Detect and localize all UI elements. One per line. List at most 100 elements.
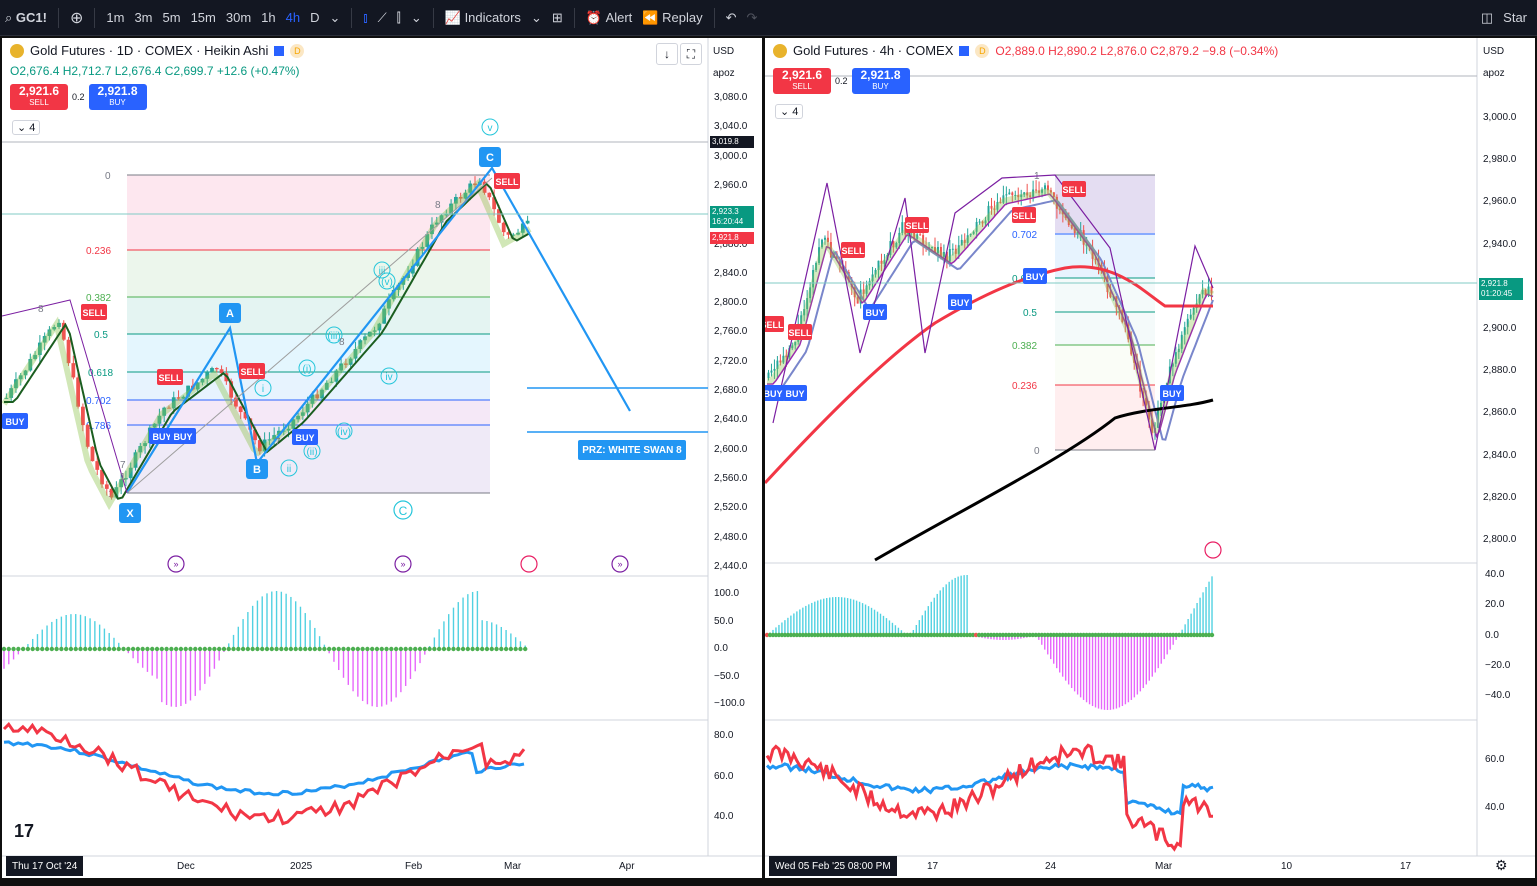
panel-toggle-button[interactable]: ◫ (1476, 0, 1498, 35)
interval-4h[interactable]: 4h (285, 10, 301, 25)
candle-body (138, 446, 143, 453)
zero-dot (20, 646, 26, 652)
currency-label[interactable]: USD (1483, 46, 1505, 57)
candle-body (901, 222, 904, 233)
price-box: 3,019.8 (710, 136, 754, 148)
sell-signal-label: SELL (1012, 211, 1036, 221)
candle-body (525, 220, 530, 224)
osc-tick: −20.0 (1485, 659, 1511, 671)
zero-dot (236, 646, 241, 652)
currency-label[interactable]: USD (713, 46, 735, 57)
date-cursor-label: Wed 05 Feb '25 08:00 PM (769, 856, 897, 876)
layout-button[interactable]: ⊞ (547, 0, 568, 35)
zero-dot (178, 646, 184, 652)
candle-body (1020, 194, 1023, 198)
chart-pane-daily[interactable]: 00.2360.3820.50.6180.7020.7861XABCviii(i… (2, 38, 762, 878)
interval-15m[interactable]: 15m (190, 10, 216, 25)
candle-body (100, 469, 104, 485)
interval-dropdown[interactable]: ⌄ (324, 0, 345, 35)
buy-signal (170, 428, 196, 444)
chart-canvas-4h[interactable]: 10.7020.6180.50.3820.2360BUYBUYBUYBUYBUY… (765, 38, 1535, 878)
scale-mode-label[interactable]: apoz (713, 68, 735, 79)
candle-body (1198, 294, 1201, 304)
sell-button[interactable]: 2,921.6 SELL (10, 84, 68, 110)
indicators-label: Indicators (464, 10, 521, 25)
chart-canvas-daily[interactable]: 00.2360.3820.50.6180.7020.7861XABCviii(i… (2, 38, 762, 878)
candle-body (883, 260, 886, 264)
candle-body (520, 223, 525, 233)
replay-button[interactable]: ⏪ Replay (637, 0, 707, 35)
star-button[interactable]: Star (1503, 10, 1527, 25)
add-symbol-button[interactable]: ⊕ (65, 0, 88, 35)
candle-body (1171, 363, 1174, 367)
symbol-search[interactable]: ⌕ GC1! (5, 9, 47, 26)
bars-type-button[interactable]: ⫿ (392, 0, 406, 35)
wave-circle (280, 459, 298, 477)
date-cursor-label: Thu 17 Oct '24 (6, 856, 84, 876)
interval-5m[interactable]: 5m (162, 10, 181, 25)
candle-body (320, 389, 324, 399)
tradingview-logo[interactable]: 17 (14, 821, 35, 841)
settings-gear-icon[interactable]: ⚙ (1495, 857, 1508, 873)
fib-label: 0 (105, 171, 111, 182)
legend-collapse-button[interactable]: ⌄ 4 (12, 120, 41, 135)
sell-signal (1012, 207, 1036, 223)
candle-body (473, 183, 477, 186)
flag-icon[interactable] (959, 45, 970, 56)
interval-30m[interactable]: 30m (225, 10, 252, 25)
price-tick: 2,860.0 (1483, 407, 1517, 419)
candle-body (1011, 192, 1014, 196)
price-tick: 2,800.0 (714, 297, 748, 309)
interval-D[interactable]: D (310, 10, 320, 25)
chart-title: Gold Futures · 1D · COMEX · Heikin Ashi (30, 43, 269, 58)
download-button[interactable]: ↓ (656, 43, 678, 65)
candles-type-button[interactable]: ⫾ (358, 0, 372, 35)
chart-type-dropdown[interactable]: ⌄ (406, 0, 427, 35)
legend-collapse-button[interactable]: ⌄ 4 (775, 104, 804, 119)
undo-button[interactable]: ↶ (721, 0, 742, 35)
zero-dot (274, 646, 279, 652)
interval-3m[interactable]: 3m (134, 10, 153, 25)
candle-body (487, 192, 492, 198)
zero-dot (197, 646, 203, 652)
zero-dot (279, 646, 284, 652)
price-tick: 2,600.0 (714, 443, 748, 455)
zero-dot (150, 646, 155, 652)
spread-value: 0.2 (835, 76, 848, 86)
buy-button[interactable]: 2,921.8 BUY (88, 84, 147, 110)
candle-body (310, 394, 315, 404)
candle-body (1186, 318, 1189, 328)
fullscreen-button[interactable]: ⛶ (680, 43, 702, 65)
redo-button[interactable]: ↷ (741, 0, 762, 35)
interval-1m[interactable]: 1m (106, 10, 125, 25)
indicators-dropdown[interactable]: ⌄ (526, 0, 547, 35)
line-type-button[interactable]: ⟋ (373, 0, 392, 35)
sell-button[interactable]: 2,921.6 SELL (773, 68, 831, 94)
chart-pane-4h[interactable]: 10.7020.6180.50.3820.2360BUYBUYBUYBUYBUY… (765, 38, 1535, 878)
candle-body (1130, 339, 1133, 355)
buy-button[interactable]: 2,921.8 BUY (851, 68, 910, 94)
indicators-button[interactable]: 📈 Indicators (440, 0, 526, 35)
wave-circle (380, 367, 398, 385)
spread-value: 0.2 (72, 92, 85, 102)
candle-body (809, 287, 812, 299)
flag-icon[interactable] (274, 45, 285, 56)
scale-mode-label[interactable]: apoz (1483, 68, 1505, 79)
candle-body (1017, 194, 1020, 198)
interval-1h[interactable]: 1h (261, 10, 276, 25)
ma-glow (2, 178, 532, 511)
candle-body (1046, 185, 1049, 191)
sell-signal-label: SELL (905, 221, 929, 231)
zero-dot (107, 646, 112, 652)
alert-button[interactable]: ⏰ Alert (581, 0, 638, 35)
fib-zone (127, 175, 490, 250)
candle-body (978, 221, 981, 223)
candle-body (243, 412, 248, 419)
bars-icon: ⫿ (396, 9, 401, 25)
zero-dot (102, 646, 107, 652)
zero-dot (183, 646, 188, 652)
price-tick: 2,960.0 (1483, 196, 1517, 208)
candle-body (133, 452, 138, 468)
osc-tick: 60.0 (1485, 754, 1505, 765)
zero-dot (49, 646, 55, 652)
